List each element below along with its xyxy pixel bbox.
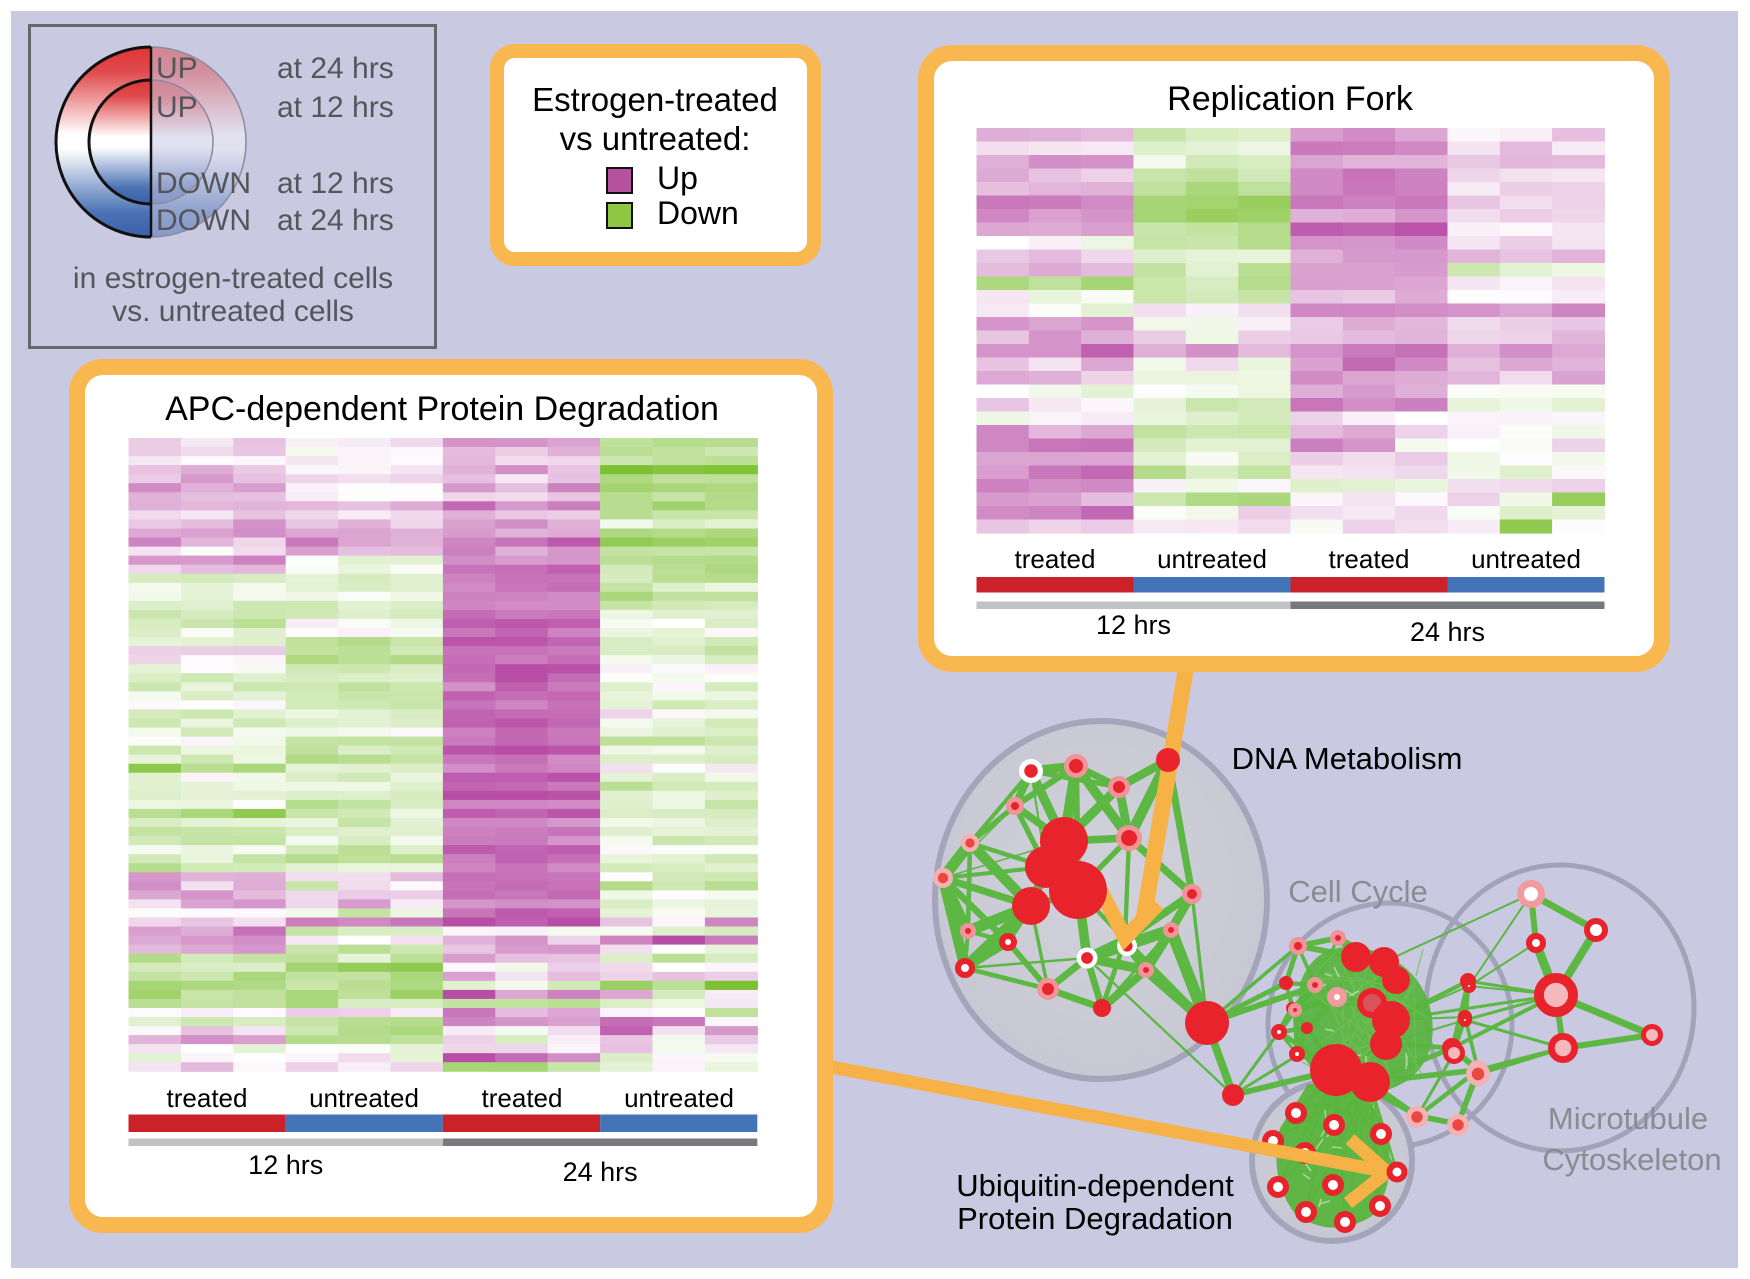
svg-text:at 24 hrs: at 24 hrs [277, 52, 394, 85]
svg-text:untreated: untreated [309, 1083, 419, 1113]
svg-text:Up: Up [657, 160, 698, 196]
svg-text:12 hrs: 12 hrs [1096, 610, 1171, 640]
svg-text:Ubiquitin-dependent: Ubiquitin-dependent [956, 1168, 1234, 1203]
svg-text:treated: treated [482, 1083, 563, 1113]
svg-text:at 12 hrs: at 12 hrs [277, 91, 394, 124]
svg-text:Estrogen-treated: Estrogen-treated [532, 81, 778, 118]
svg-text:treated: treated [167, 1083, 248, 1113]
svg-text:vs untreated:: vs untreated: [560, 120, 751, 157]
svg-text:12 hrs: 12 hrs [248, 1150, 323, 1180]
svg-text:treated: treated [1015, 544, 1096, 574]
svg-text:untreated: untreated [1471, 544, 1581, 574]
svg-text:in estrogen-treated cells: in estrogen-treated cells [73, 262, 393, 295]
svg-text:Microtubule: Microtubule [1548, 1101, 1708, 1136]
svg-text:Protein Degradation: Protein Degradation [957, 1201, 1233, 1236]
svg-text:UP: UP [156, 52, 198, 85]
svg-text:untreated: untreated [1157, 544, 1267, 574]
svg-text:Cell Cycle: Cell Cycle [1288, 874, 1428, 909]
svg-text:Cytoskeleton: Cytoskeleton [1542, 1142, 1721, 1177]
svg-text:24 hrs: 24 hrs [1410, 617, 1485, 647]
svg-text:DNA Metabolism: DNA Metabolism [1232, 741, 1463, 776]
svg-text:DOWN: DOWN [156, 204, 251, 237]
svg-text:vs. untreated cells: vs. untreated cells [112, 295, 354, 328]
svg-text:Replication Fork: Replication Fork [1167, 80, 1414, 118]
svg-text:treated: treated [1329, 544, 1410, 574]
svg-text:DOWN: DOWN [156, 167, 251, 200]
svg-text:APC-dependent Protein Degradat: APC-dependent Protein Degradation [165, 390, 719, 428]
svg-text:Down: Down [657, 195, 739, 231]
svg-text:UP: UP [156, 91, 198, 124]
svg-text:at 24 hrs: at 24 hrs [277, 204, 394, 237]
svg-text:at 12 hrs: at 12 hrs [277, 167, 394, 200]
svg-text:24 hrs: 24 hrs [563, 1157, 638, 1187]
svg-text:untreated: untreated [624, 1083, 734, 1113]
